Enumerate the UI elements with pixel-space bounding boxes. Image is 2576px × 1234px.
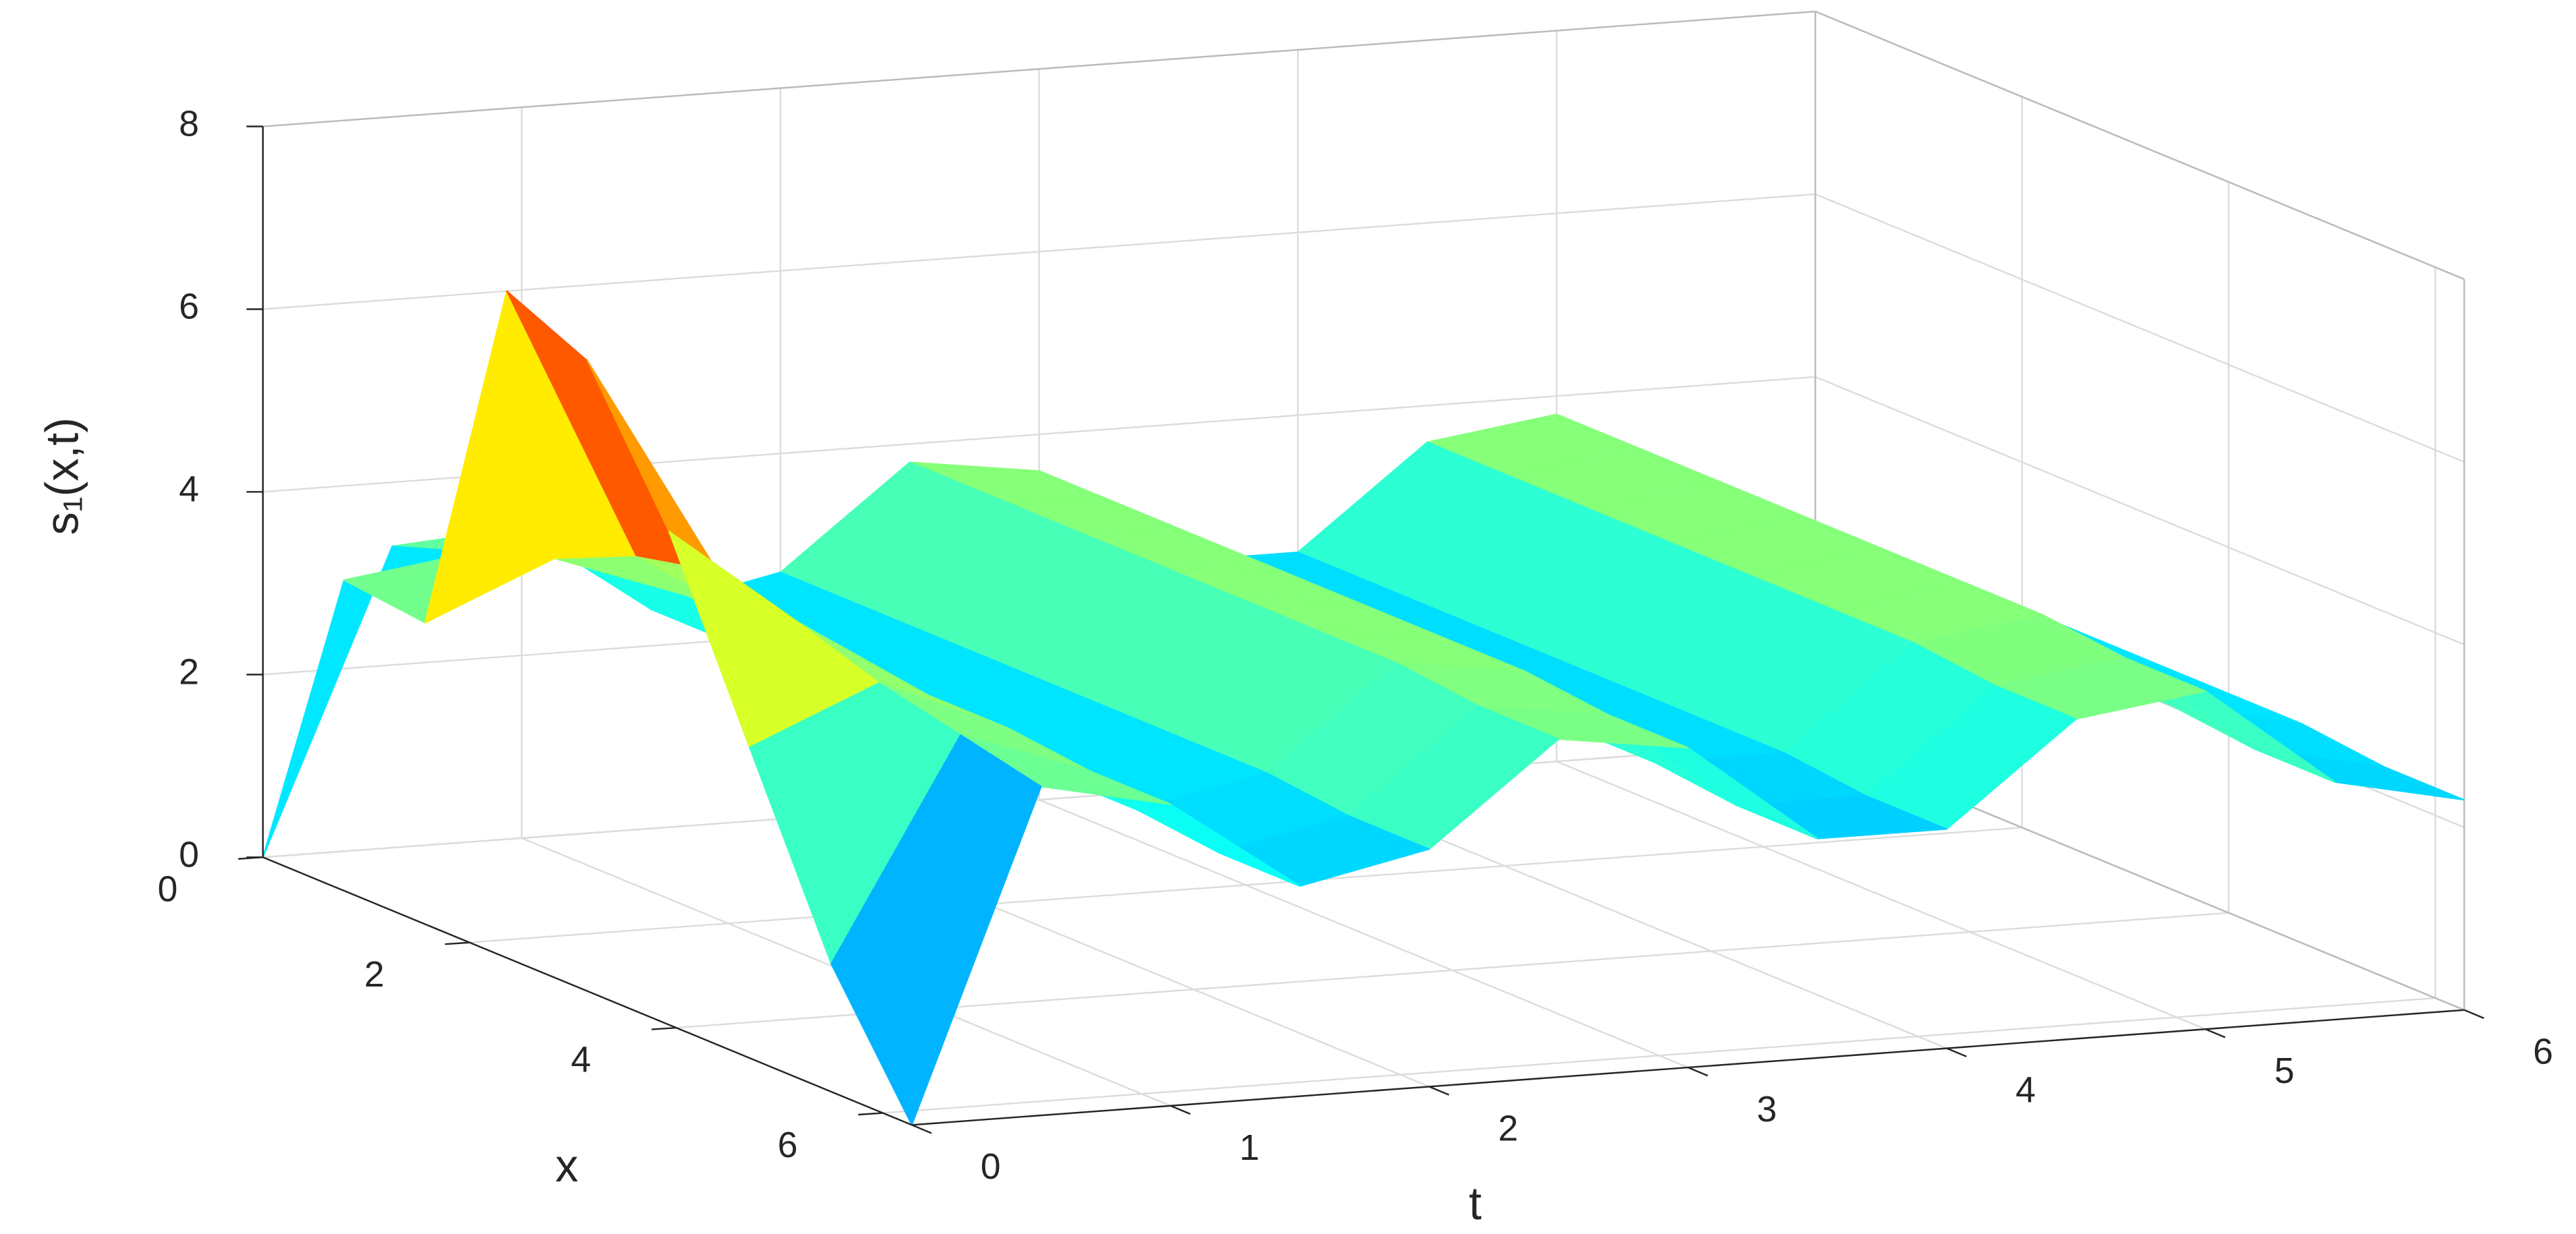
tick-mark	[1946, 1047, 1967, 1057]
grid-line	[469, 827, 2022, 943]
tick-mark	[1688, 1066, 1709, 1077]
t-tick-label: 0	[981, 1147, 1001, 1187]
grid-line	[882, 997, 2436, 1114]
z-tick-label: 8	[179, 105, 199, 144]
tick-mark	[1170, 1105, 1191, 1115]
axes: 0 2 4 6 8 0 2 4 6 0 1 2 3 4 5 6	[158, 105, 2553, 1187]
z-tick-label: 2	[179, 653, 199, 693]
tick-mark	[445, 941, 470, 945]
tick-mark	[1429, 1086, 1450, 1096]
box-edge	[1814, 10, 2465, 281]
t-axis-label: t	[1469, 1178, 1482, 1229]
tick-mark	[858, 1112, 883, 1116]
t-tick-label: 4	[2015, 1071, 2036, 1111]
grid-line	[1814, 376, 2465, 646]
grid-line	[262, 741, 1816, 858]
t-tick-label: 5	[2274, 1051, 2295, 1091]
tick-mark	[911, 1124, 932, 1134]
grid-line	[1814, 193, 2465, 463]
x-tick-label: 2	[364, 955, 384, 995]
z-tick-label: 4	[179, 470, 199, 510]
t-tick-label: 2	[1498, 1109, 1518, 1148]
t-tick-label: 6	[2533, 1032, 2553, 1072]
tick-mark	[238, 856, 263, 860]
surface	[262, 290, 2465, 1126]
t-tick-label: 3	[1757, 1090, 1777, 1129]
box-edge	[262, 10, 1816, 127]
tick-mark	[2205, 1028, 2226, 1038]
x-tick-label: 0	[158, 870, 178, 910]
x-tick-label: 4	[571, 1040, 591, 1080]
z-tick-label: 0	[179, 835, 199, 875]
surface-patch	[830, 734, 1042, 1126]
tick-mark	[651, 1026, 677, 1030]
grid-line	[1556, 761, 2206, 1030]
z-axis-label: s₁(x,t)	[37, 417, 88, 535]
t-tick-label: 1	[1239, 1128, 1259, 1168]
x-axis-label: x	[555, 1140, 578, 1192]
tick-mark	[2463, 1009, 2484, 1020]
x-tick-label: 6	[778, 1125, 798, 1165]
x-axis-line	[262, 856, 913, 1126]
grid-line	[1039, 798, 1688, 1069]
grid-line	[262, 193, 1816, 310]
z-tick-label: 6	[179, 287, 199, 327]
